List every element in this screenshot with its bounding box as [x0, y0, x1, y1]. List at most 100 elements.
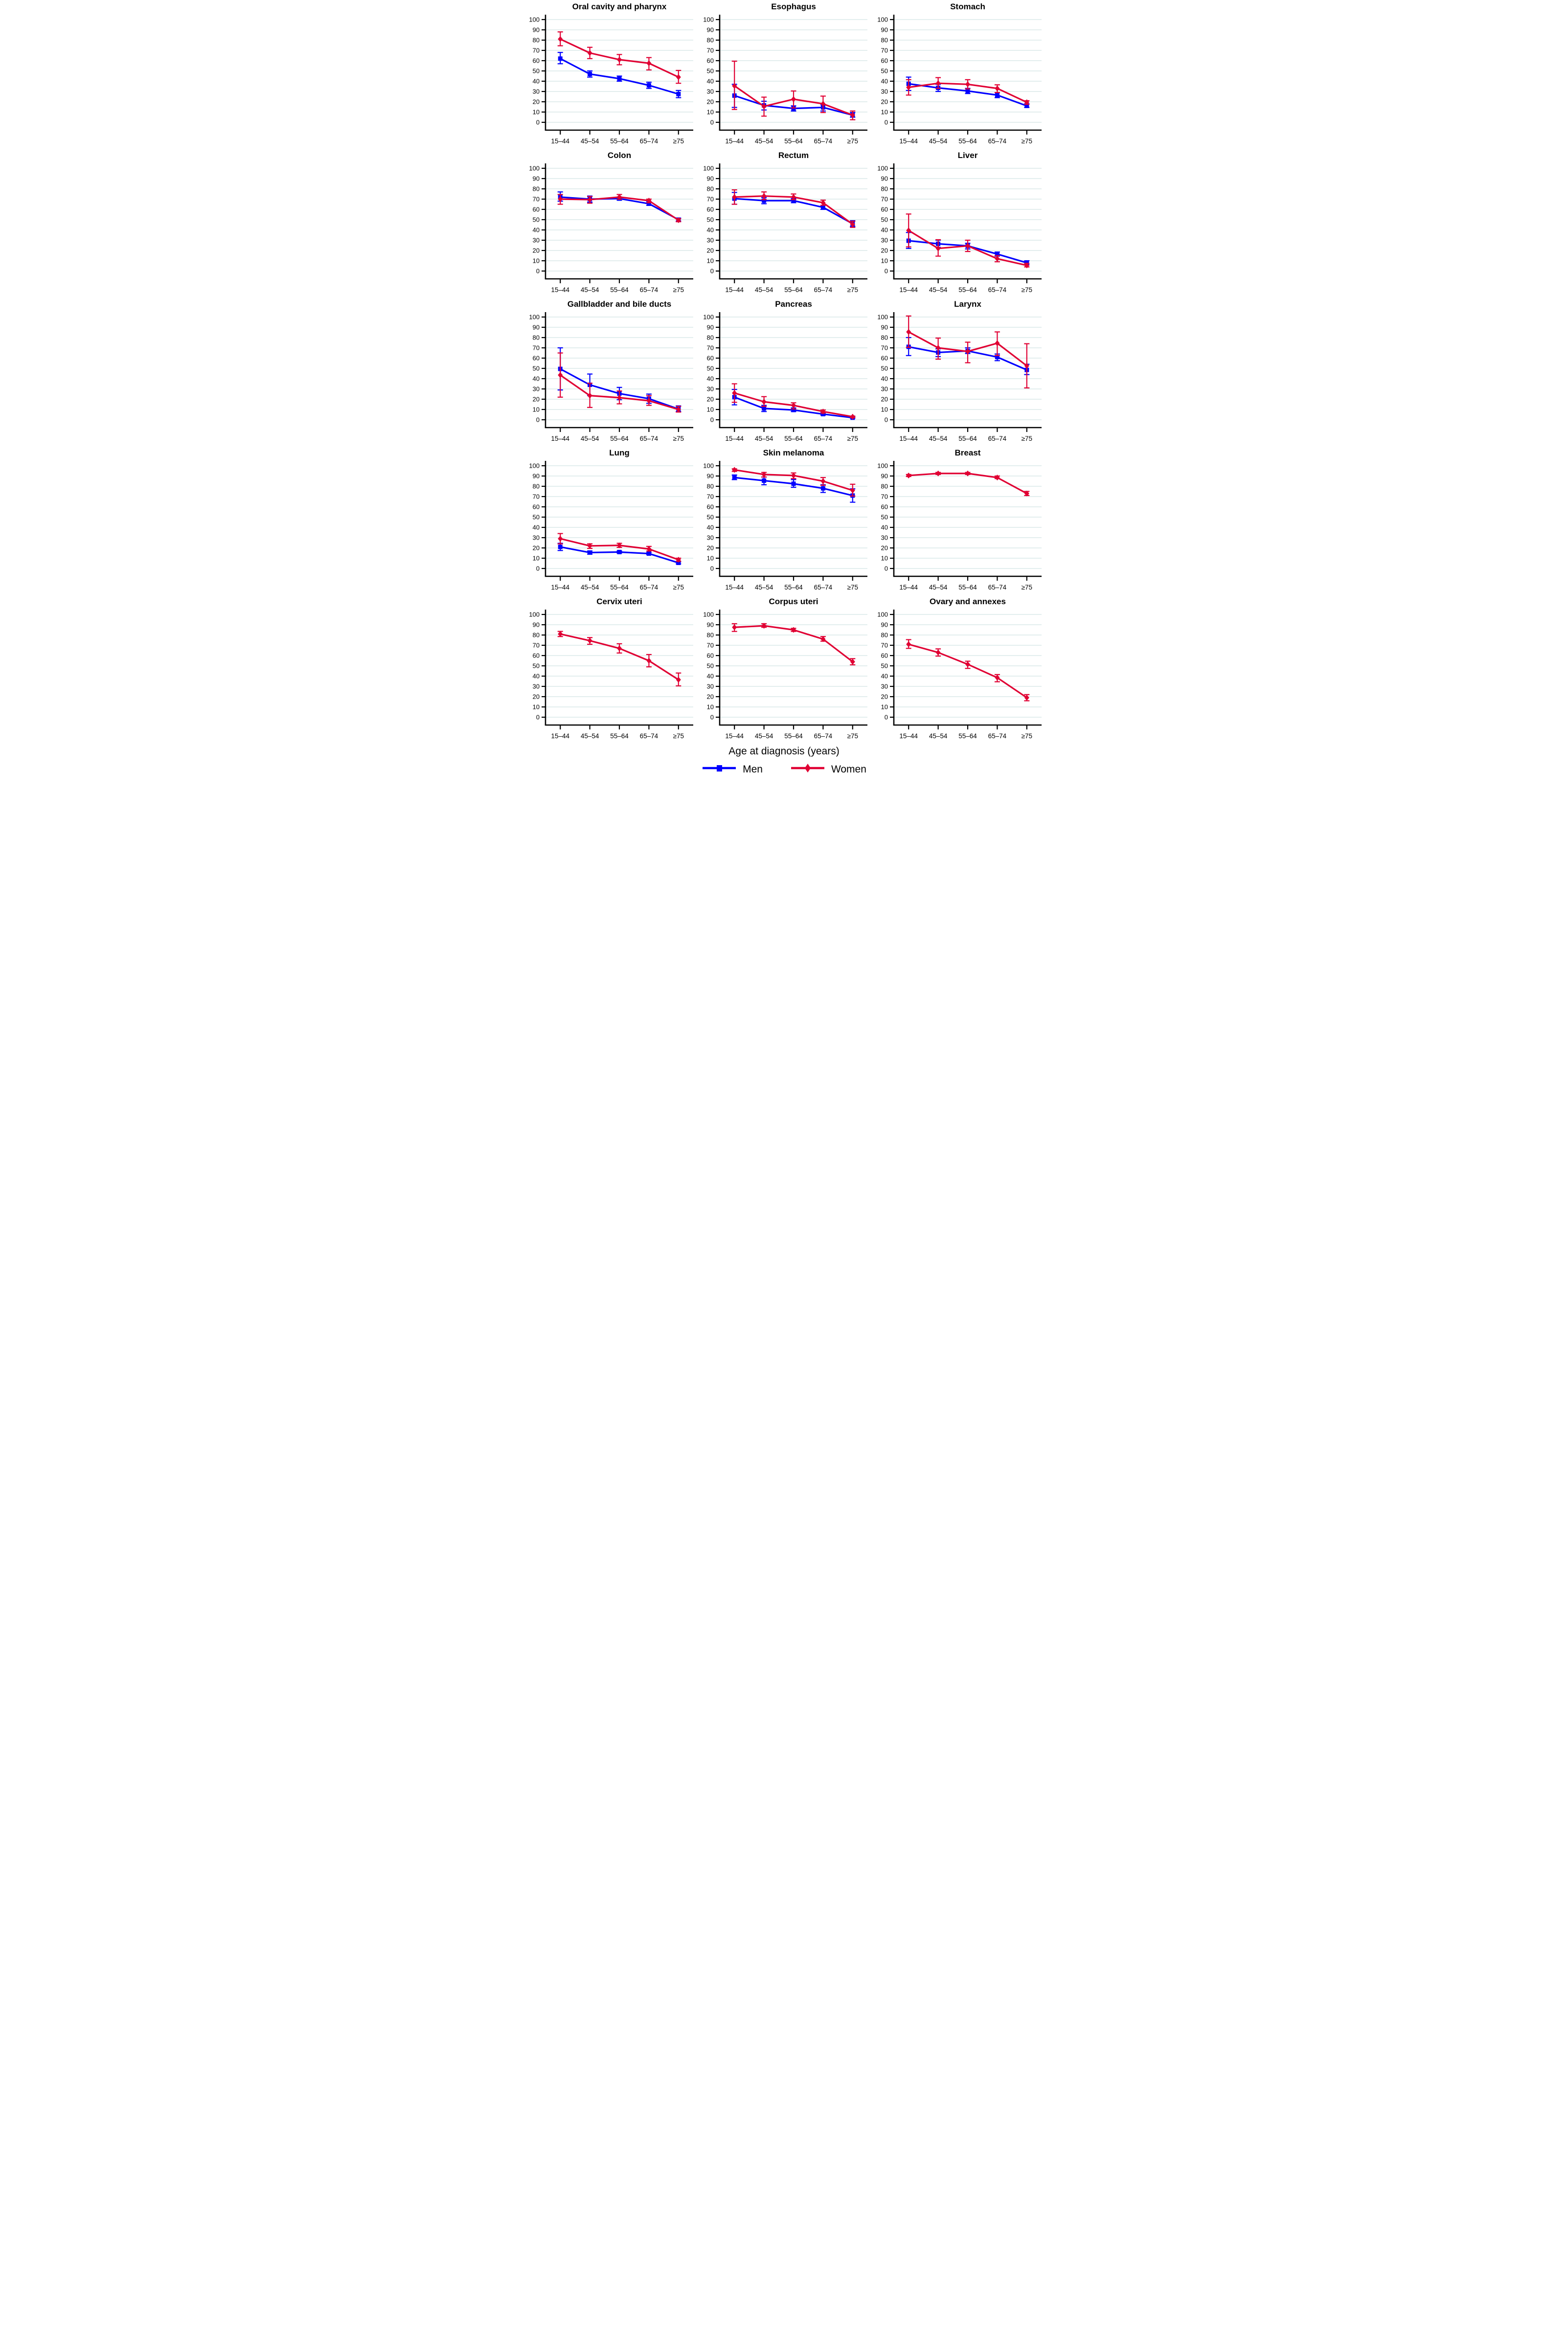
x-tick-label: 55–64	[958, 137, 977, 145]
data-point-marker	[587, 637, 592, 644]
data-point-marker	[995, 355, 1000, 360]
y-tick-label: 20	[881, 247, 887, 254]
y-tick-label: 90	[532, 175, 539, 182]
y-tick-label: 90	[532, 473, 539, 480]
panel-gallbladder-and-bile-ducts: 0 10 20 30 40 50 60 70 80 90 100 15–44 45–54 55–64 65–…	[523, 297, 697, 446]
data-point-marker	[994, 340, 1000, 346]
y-tick-label: 100	[703, 16, 714, 23]
y-tick-label: 50	[706, 662, 713, 670]
x-tick-label: 55–64	[610, 584, 629, 591]
y-tick-label: 100	[529, 314, 540, 321]
axes	[545, 312, 693, 429]
y-tick-label: 50	[532, 365, 539, 372]
data-point-marker	[558, 56, 563, 61]
data-point-marker	[646, 398, 651, 404]
data-point-marker	[761, 399, 767, 405]
x-axis-ticks: 15–44 45–54 55–64 65–74 ≥75	[725, 576, 858, 591]
y-tick-label: 90	[706, 473, 713, 480]
figure-footer: Age at diagnosis (years) Men Women	[523, 744, 1045, 784]
y-tick-label: 80	[532, 334, 539, 341]
chart-svg: 0 10 20 30 40 50 60 70 80 90 100 15–44 45–54 55–64 65–…	[877, 151, 1042, 294]
y-tick-label: 0	[884, 565, 887, 572]
data-point-marker	[587, 71, 592, 76]
legend-item-men: Men	[702, 763, 763, 776]
x-tick-label: 15–44	[725, 435, 744, 442]
y-tick-label: 80	[532, 37, 539, 44]
x-axis-ticks: 15–44 45–54 55–64 65–74 ≥75	[899, 130, 1032, 145]
x-tick-label: 65–74	[639, 435, 658, 442]
data-point-marker	[994, 675, 1000, 681]
gridlines	[893, 168, 1042, 272]
data-point-marker	[906, 472, 911, 478]
y-tick-label: 10	[881, 109, 887, 116]
data-point-marker	[676, 557, 681, 563]
x-tick-label: 55–64	[958, 584, 977, 591]
y-tick-label: 100	[529, 16, 540, 23]
data-point-marker	[1024, 695, 1029, 701]
y-tick-label: 0	[884, 714, 887, 721]
y-tick-label: 70	[881, 196, 887, 203]
data-point-marker	[731, 624, 737, 631]
data-point-marker	[616, 194, 622, 200]
x-tick-label: ≥75	[1021, 584, 1032, 591]
x-tick-label: ≥75	[1021, 137, 1032, 145]
y-tick-label: 60	[881, 503, 887, 511]
y-tick-label: 10	[532, 704, 539, 711]
x-tick-label: 55–64	[784, 435, 803, 442]
x-tick-label: ≥75	[673, 435, 683, 442]
x-tick-label: ≥75	[673, 286, 683, 294]
panel-liver: 0 10 20 30 40 50 60 70 80 90 100 15–44 45–54 55–64 65–…	[871, 149, 1045, 297]
chart-title: Larynx	[954, 299, 981, 309]
data-point-marker	[791, 481, 795, 486]
y-tick-label: 50	[532, 68, 539, 75]
y-tick-label: 30	[532, 237, 539, 244]
x-tick-label: 45–54	[580, 435, 599, 442]
chart-svg: 0 10 20 30 40 50 60 70 80 90 100 15–44 45–54 55–64 65–…	[703, 299, 867, 442]
x-tick-label: 15–44	[725, 286, 744, 294]
x-tick-label: 15–44	[551, 137, 569, 145]
y-tick-label: 30	[881, 534, 887, 542]
axes	[893, 15, 1042, 131]
y-axis-ticks: 0 10 20 30 40 50 60 70 80 90 100	[703, 611, 720, 721]
data-point-marker	[732, 475, 737, 480]
y-tick-label: 30	[706, 88, 713, 95]
y-tick-label: 100	[703, 165, 714, 172]
x-tick-label: 55–64	[784, 732, 803, 740]
x-tick-label: 65–74	[814, 584, 832, 591]
y-tick-label: 100	[877, 16, 888, 23]
y-tick-label: 20	[706, 693, 713, 701]
data-point-marker	[850, 112, 855, 118]
x-tick-label: 55–64	[610, 732, 629, 740]
y-tick-label: 10	[706, 406, 713, 413]
y-tick-label: 90	[881, 175, 887, 182]
x-tick-label: ≥75	[847, 137, 858, 145]
series-women	[557, 352, 681, 413]
y-axis-ticks: 0 10 20 30 40 50 60 70 80 90 100	[703, 165, 720, 275]
panel-breast: 0 10 20 30 40 50 60 70 80 90 100 15–44 45–54 55–64 65–…	[871, 446, 1045, 595]
x-axis-ticks: 15–44 45–54 55–64 65–74 ≥75	[899, 576, 1032, 591]
x-tick-label: 15–44	[899, 584, 918, 591]
y-tick-label: 60	[706, 652, 713, 659]
data-point-marker	[646, 546, 651, 552]
gridlines	[545, 614, 693, 718]
y-tick-label: 70	[881, 47, 887, 54]
x-tick-label: 65–74	[988, 584, 1006, 591]
y-axis-ticks: 0 10 20 30 40 50 60 70 80 90 100	[529, 611, 545, 721]
x-tick-label: 55–64	[610, 286, 629, 294]
x-tick-label: 65–74	[814, 732, 832, 740]
y-tick-label: 90	[706, 324, 713, 331]
y-tick-label: 40	[881, 78, 887, 85]
y-tick-label: 70	[881, 493, 887, 500]
y-tick-label: 90	[706, 26, 713, 34]
series-women	[731, 60, 855, 120]
data-point-marker	[791, 627, 796, 633]
x-tick-label: 65–74	[814, 435, 832, 442]
x-tick-label: 65–74	[988, 732, 1006, 740]
x-tick-label: 65–74	[814, 137, 832, 145]
y-tick-label: 70	[706, 344, 713, 352]
y-tick-label: 10	[532, 555, 539, 562]
data-point-marker	[557, 372, 563, 378]
y-tick-label: 50	[881, 514, 887, 521]
x-tick-label: 65–74	[814, 286, 832, 294]
x-tick-label: ≥75	[1021, 286, 1032, 294]
